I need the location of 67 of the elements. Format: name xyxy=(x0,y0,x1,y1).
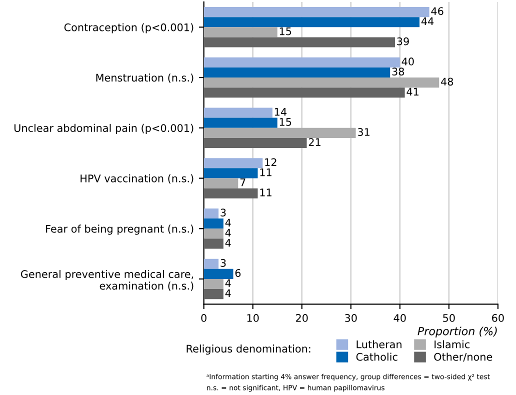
x-tick-label: 50 xyxy=(443,314,455,322)
bar xyxy=(204,278,224,290)
bar xyxy=(204,218,224,229)
data-label: 21 xyxy=(308,138,320,146)
data-label: 41 xyxy=(406,88,418,96)
bar xyxy=(204,57,400,68)
legend-label: Catholic xyxy=(356,352,398,361)
data-label: 48 xyxy=(441,78,454,86)
bar xyxy=(204,289,224,300)
data-label: 38 xyxy=(392,68,404,76)
x-tick-label: 30 xyxy=(345,314,357,322)
data-label: 3 xyxy=(220,259,226,267)
bar xyxy=(204,37,395,48)
bar xyxy=(204,158,263,168)
bar xyxy=(204,128,356,138)
data-label: 3 xyxy=(220,208,226,217)
bar xyxy=(204,238,224,249)
data-label: 4 xyxy=(225,238,231,247)
bar xyxy=(204,208,219,219)
x-axis-title: Proportion (%) xyxy=(418,326,497,338)
data-label: 40 xyxy=(402,58,414,66)
bar xyxy=(204,138,307,148)
legend-label: Other/none xyxy=(434,352,492,362)
x-tick-label: 0 xyxy=(201,314,206,322)
x-tick-label: 60 xyxy=(492,314,504,322)
data-label: 11 xyxy=(260,188,272,196)
legend-label: Lutheran xyxy=(356,340,402,348)
data-label: 12 xyxy=(265,158,276,166)
y-tick-label: General preventive medical care, examination (n.s.) xyxy=(20,270,194,291)
data-label: 4 xyxy=(225,228,231,237)
data-label: 4 xyxy=(225,289,231,297)
data-label: 7 xyxy=(240,178,246,186)
y-tick-label: Fear of being pregnant (n.s.) xyxy=(46,224,194,235)
data-label: 11 xyxy=(260,168,272,176)
data-label: 14 xyxy=(274,108,287,116)
bar xyxy=(204,228,224,239)
x-tick-label: 20 xyxy=(296,314,308,322)
x-tick-label: 10 xyxy=(247,314,259,322)
data-label: 15 xyxy=(280,27,292,36)
data-label: 39 xyxy=(397,37,409,46)
bar xyxy=(204,108,272,118)
bar xyxy=(204,17,420,28)
data-label: 6 xyxy=(235,269,241,277)
bar xyxy=(204,88,405,98)
bar xyxy=(204,168,258,178)
bar xyxy=(204,268,234,279)
data-label: 46 xyxy=(431,7,444,16)
bar xyxy=(204,178,238,188)
bar xyxy=(204,7,430,18)
data-label: 4 xyxy=(225,218,231,226)
bar xyxy=(204,118,278,128)
bar xyxy=(204,258,219,269)
bar xyxy=(204,188,258,198)
data-label: 4 xyxy=(225,279,231,287)
y-tick-label: HPV vaccination (n.s.) xyxy=(80,174,194,184)
data-label: 15 xyxy=(280,118,292,126)
legend-title: Religious denomination: xyxy=(186,344,310,355)
data-label: 31 xyxy=(358,128,370,136)
y-tick-label: Unclear abdominal pain (p<0.001) xyxy=(14,124,194,134)
bar xyxy=(204,67,390,78)
y-tick-label: Contraception (p<0.001) xyxy=(64,23,194,34)
legend-label: Islamic xyxy=(434,340,470,348)
bar xyxy=(204,27,278,38)
x-tick-label: 40 xyxy=(394,314,406,322)
data-label: 44 xyxy=(421,17,434,25)
y-tick-label: Menstruation (n.s.) xyxy=(96,74,194,83)
bar xyxy=(204,78,440,88)
